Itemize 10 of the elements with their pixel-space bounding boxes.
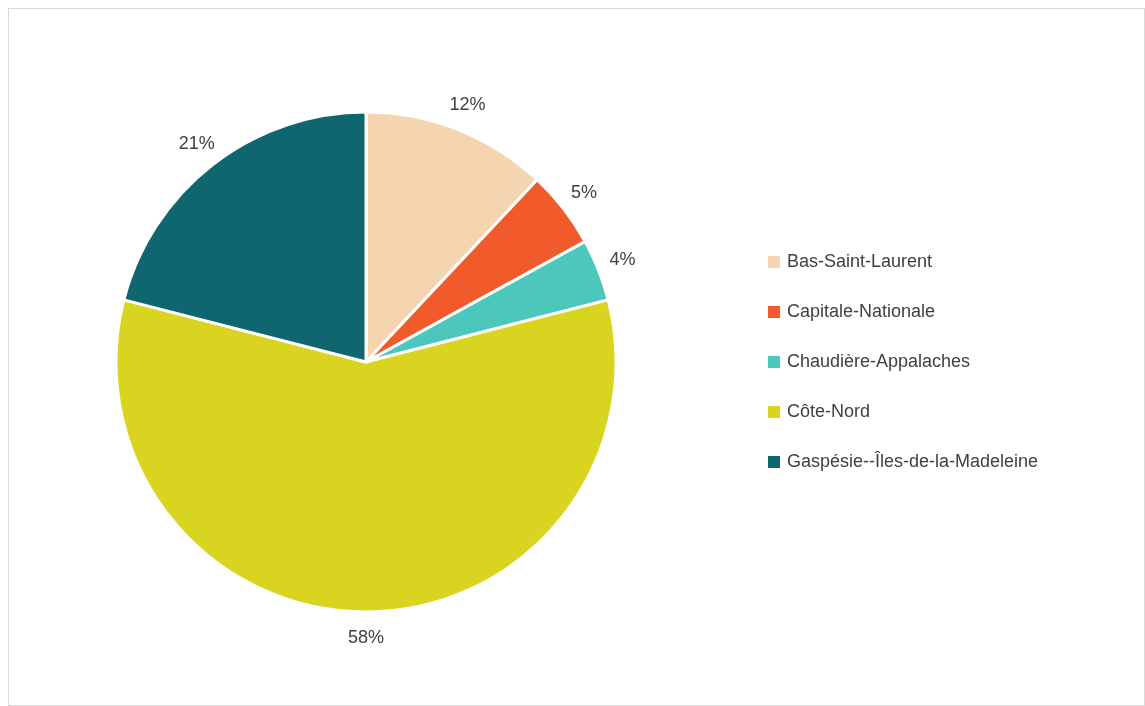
legend-label: Bas-Saint-Laurent <box>787 250 933 271</box>
data-label: 5% <box>571 181 598 202</box>
data-label: 4% <box>609 249 636 270</box>
data-label: 21% <box>178 132 215 153</box>
legend-label: Capitale-Nationale <box>787 300 936 321</box>
data-label: 58% <box>347 626 385 647</box>
legend-label: Côte-Nord <box>787 400 871 421</box>
legend-label: Chaudière-Appalaches <box>787 350 971 371</box>
legend-label: Gaspésie--Îles-de-la-Madeleine <box>787 450 1039 471</box>
data-label: 12% <box>449 94 486 115</box>
